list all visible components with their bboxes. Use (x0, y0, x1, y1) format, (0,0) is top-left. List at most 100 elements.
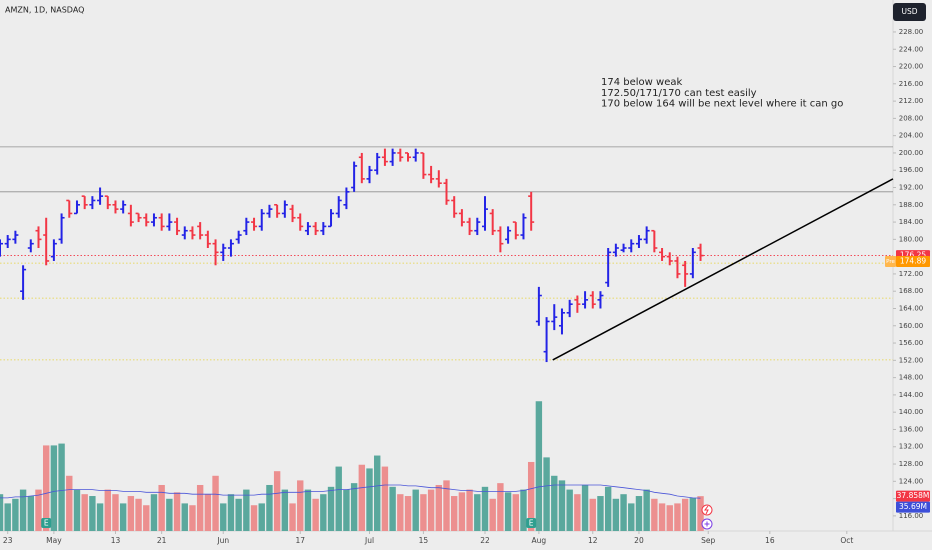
volume-bar (504, 492, 512, 531)
trendline (552, 178, 894, 361)
volume-bar (404, 496, 412, 531)
volume-bar (173, 492, 181, 531)
currency-button[interactable] (893, 3, 926, 21)
earnings-label: E (529, 519, 534, 528)
y-tick-label: 224.00 (899, 45, 924, 53)
x-tick-label: 23 (3, 536, 13, 545)
y-tick-label: 228.00 (899, 28, 924, 36)
y-tick-label: 168.00 (899, 287, 924, 295)
volume-bar (681, 498, 689, 531)
y-tick-label: 180.00 (899, 235, 924, 243)
volume-bar (527, 461, 535, 531)
annotation-text: 174 below weak (601, 77, 682, 88)
volume-bar (96, 503, 104, 531)
volume-bar (135, 498, 142, 531)
volume-bar (320, 494, 327, 531)
volume-bar (273, 471, 281, 531)
y-tick-label: 136.00 (899, 425, 924, 433)
volume-bar (104, 489, 111, 531)
y-tick-label: 164.00 (899, 304, 924, 312)
volume-bar (674, 503, 681, 531)
volume-bar (458, 492, 466, 531)
alert-glyph (704, 505, 709, 515)
pre-market-box (896, 255, 930, 267)
y-tick-label: 152.00 (899, 356, 924, 364)
y-tick-label: 172.00 (899, 270, 924, 278)
volume-bar (604, 486, 612, 531)
x-tick-label: 16 (765, 536, 775, 545)
price-bars (0, 148, 704, 363)
volume-bar (628, 503, 635, 531)
earnings-label: E (44, 519, 49, 528)
volume-bar (358, 464, 366, 531)
volume-bar (589, 498, 596, 531)
y-tick-label: 216.00 (899, 80, 924, 88)
y-tick-label: 160.00 (899, 322, 924, 330)
volume-bar (312, 498, 319, 531)
volume-bar (435, 484, 443, 531)
earnings-badge (526, 518, 537, 528)
volume-bar (58, 443, 65, 531)
volume-bar (643, 489, 650, 531)
volume-bar (450, 496, 458, 531)
currency-label[interactable]: USD (901, 7, 917, 16)
pre-market-tag: Pre (886, 259, 895, 265)
volume-bar (327, 486, 335, 531)
volume-bar (489, 498, 496, 531)
volume-ma-box (896, 501, 930, 513)
volume-bar (81, 494, 88, 531)
volume-bar (12, 498, 19, 531)
volume-bar (551, 475, 558, 531)
volume-ma-label: 35.69M (899, 502, 927, 511)
volume-bar (635, 496, 643, 531)
volume-bar (42, 445, 50, 531)
y-tick-label: 204.00 (899, 132, 924, 140)
volume-bar (266, 484, 273, 531)
volume-bar (466, 489, 473, 531)
volume-bar (558, 480, 566, 531)
volume-bar (19, 489, 27, 531)
x-tick-label: Jun (216, 536, 229, 545)
x-tick-label: 22 (480, 536, 490, 545)
volume-bar (620, 494, 627, 531)
volume-bar (443, 480, 450, 531)
toolbar-icons (701, 504, 713, 530)
x-tick-label: May (46, 536, 62, 545)
volume-bar (427, 489, 435, 531)
volume-bar (258, 503, 265, 531)
volume-bar (566, 489, 573, 531)
volume-bar (150, 494, 158, 531)
y-tick-label: 192.00 (899, 184, 924, 192)
volume-bar (227, 494, 235, 531)
volume-bar (481, 486, 489, 531)
volume-bar (612, 498, 620, 531)
volume-bar (196, 484, 204, 531)
pre-market-label: 174.89 (900, 256, 926, 265)
y-tick-label: 196.00 (899, 166, 924, 174)
volume-bar (366, 468, 373, 531)
volume-bar (235, 498, 242, 531)
volume-bar (512, 494, 519, 531)
volume-bar (204, 494, 212, 531)
volume-bar (497, 483, 504, 531)
volume-bar (397, 494, 404, 531)
x-tick-label: 12 (588, 536, 598, 545)
volume-ma-line (0, 484, 701, 499)
volume-bar (381, 466, 389, 531)
annotation-text: 170 below 164 will be next level where i… (601, 99, 843, 110)
volume-bar (212, 475, 219, 531)
volume-bar (4, 503, 11, 531)
x-tick-label: 15 (419, 536, 429, 545)
volume-bar (289, 503, 296, 531)
volume-bar (158, 484, 165, 531)
volume-bar (651, 498, 658, 531)
volume-bar (535, 401, 543, 531)
y-tick-label: 132.00 (899, 443, 924, 451)
volume-bar (335, 466, 342, 531)
volume-bar (412, 489, 419, 531)
add-glyph (704, 521, 710, 527)
volume-bar (520, 489, 527, 531)
y-tick-label: 200.00 (899, 149, 924, 157)
